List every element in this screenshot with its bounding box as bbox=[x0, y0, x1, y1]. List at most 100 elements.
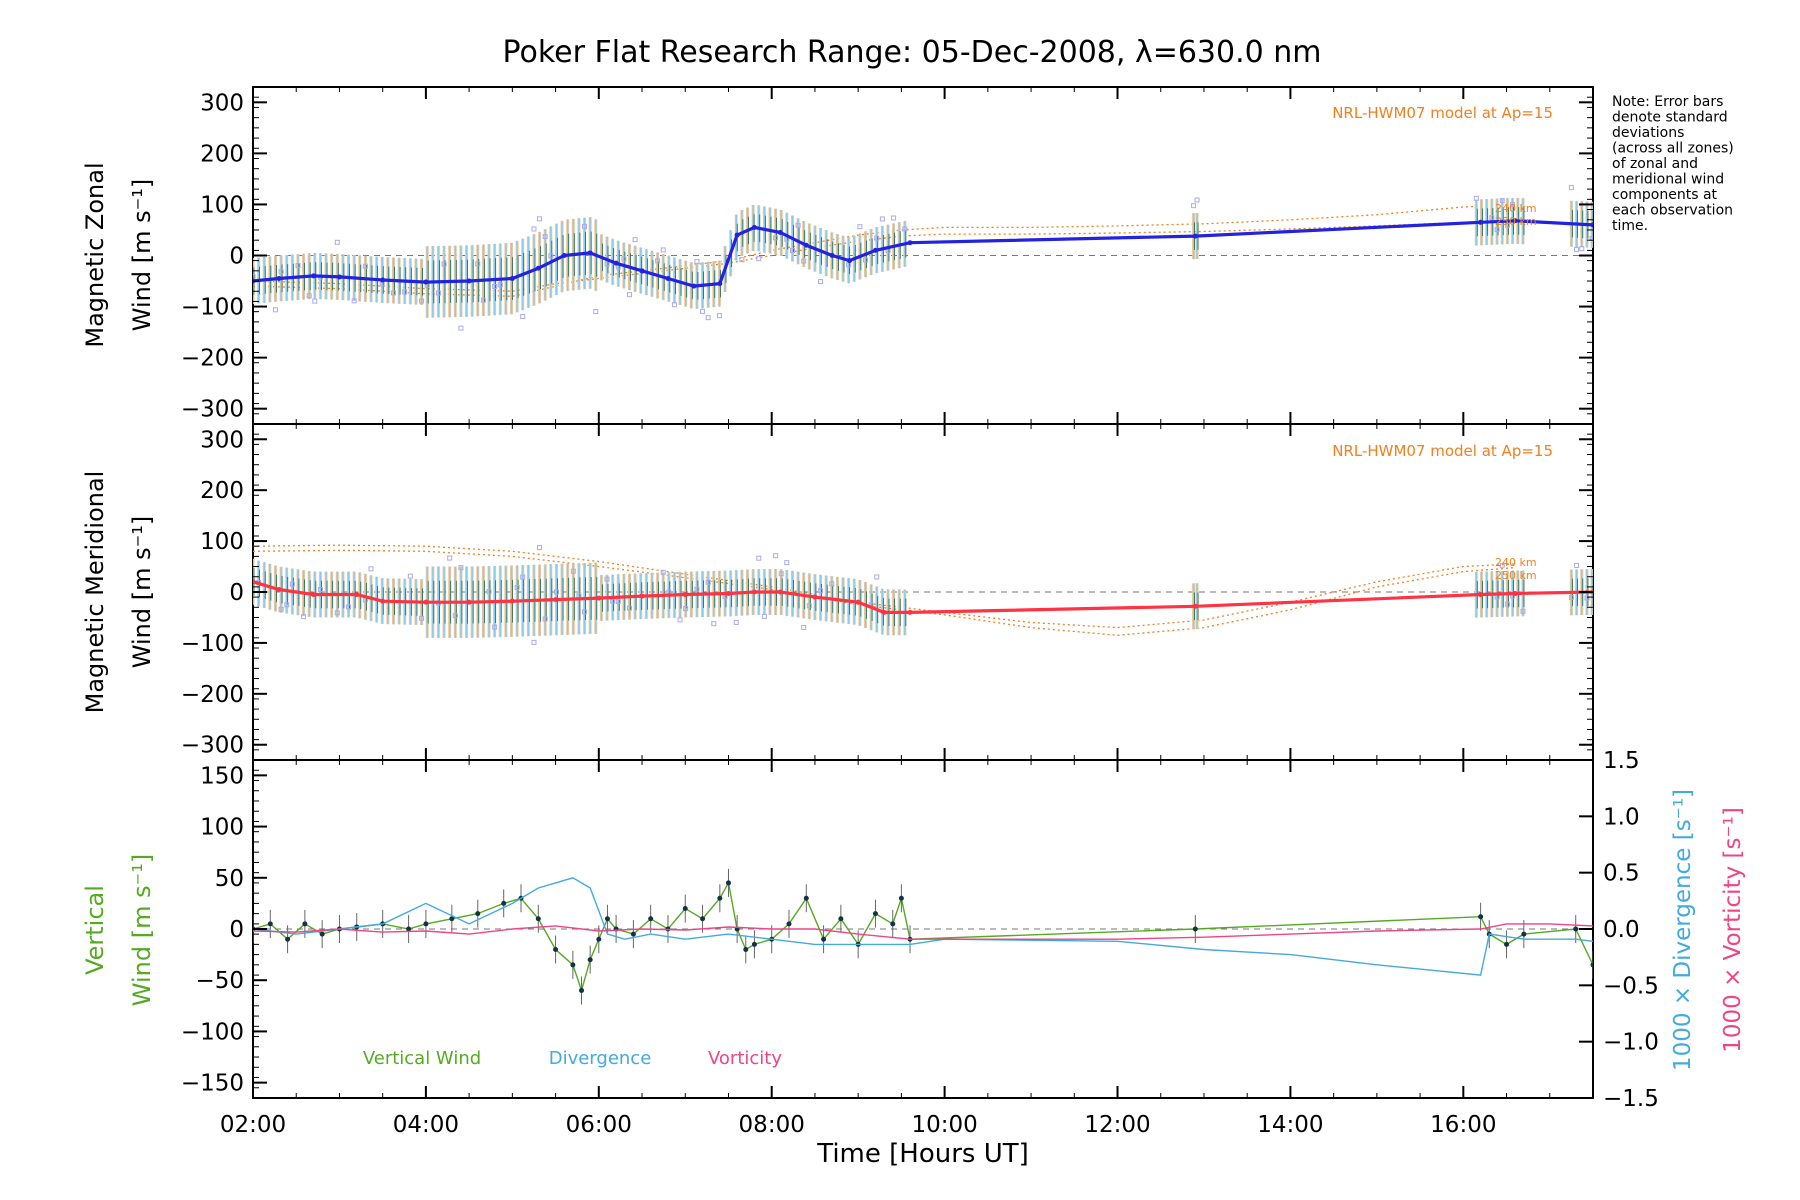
y-tick-label: 0 bbox=[229, 917, 244, 943]
model-alt-label: 240 km bbox=[1495, 556, 1537, 569]
zone-point bbox=[452, 613, 458, 619]
note-line: of zonal and bbox=[1612, 156, 1698, 172]
y-tick-label: −50 bbox=[195, 968, 244, 994]
zone-point bbox=[891, 215, 897, 221]
data-point bbox=[553, 597, 559, 603]
model-alt-label: 240 km bbox=[1495, 202, 1537, 215]
zone-point bbox=[829, 581, 835, 587]
model-curve bbox=[253, 203, 1516, 297]
zone-point bbox=[492, 284, 498, 290]
zone-point bbox=[531, 639, 537, 645]
y2-tick-label: 0.5 bbox=[1603, 861, 1640, 887]
zone-point bbox=[677, 617, 683, 623]
data-point bbox=[380, 598, 386, 604]
zone-point bbox=[604, 576, 610, 582]
y-tick-label: 300 bbox=[200, 90, 244, 116]
data-point bbox=[466, 599, 472, 605]
y-tick-label: −300 bbox=[181, 397, 244, 423]
vertical-wind-point bbox=[579, 987, 585, 993]
vertical-wind-point bbox=[890, 921, 896, 927]
zone-point bbox=[733, 619, 739, 625]
zone-point bbox=[582, 223, 588, 229]
zone-point bbox=[537, 545, 543, 551]
legend-vertical-wind: Vertical Wind bbox=[363, 1048, 481, 1069]
data-point bbox=[639, 593, 645, 599]
vertical-wind-point bbox=[570, 962, 576, 968]
zone-point bbox=[272, 307, 278, 313]
zone-point bbox=[1499, 198, 1505, 204]
zone-point bbox=[761, 613, 767, 619]
zone-point bbox=[346, 604, 352, 610]
y-tick-label: −150 bbox=[181, 1071, 244, 1097]
zone-point bbox=[553, 589, 559, 595]
data-point bbox=[1478, 592, 1484, 598]
zone-point bbox=[289, 581, 295, 587]
zone-point bbox=[801, 258, 807, 264]
y-tick-label: −200 bbox=[181, 682, 244, 708]
zone-point bbox=[683, 606, 689, 612]
y2-tick-label: 1.5 bbox=[1603, 748, 1640, 774]
zone-point bbox=[520, 574, 526, 580]
vertical-wind-line bbox=[253, 880, 1593, 993]
model-alt-label: 250 km bbox=[1495, 569, 1537, 582]
zone-point bbox=[716, 313, 722, 319]
zone-point bbox=[306, 293, 312, 299]
data-point bbox=[725, 591, 731, 597]
zone-point bbox=[879, 216, 885, 222]
zone-point bbox=[542, 234, 548, 240]
data-point bbox=[1478, 219, 1484, 225]
data-point bbox=[717, 281, 723, 287]
zone-point bbox=[818, 588, 824, 594]
divergence-line bbox=[253, 877, 1593, 976]
data-point bbox=[751, 589, 757, 595]
zone-point bbox=[419, 615, 425, 621]
zone-point bbox=[874, 574, 880, 580]
zone-point bbox=[801, 624, 807, 630]
vertical-ylabel-line1: Vertical bbox=[81, 885, 109, 975]
zone-point bbox=[480, 297, 486, 303]
zone-point bbox=[694, 259, 700, 265]
data-point bbox=[751, 224, 757, 230]
vorticity-line bbox=[253, 923, 1593, 940]
zone-point bbox=[660, 569, 666, 575]
data-point bbox=[1192, 603, 1198, 609]
data-point bbox=[1590, 222, 1593, 228]
zone-point bbox=[1489, 215, 1495, 221]
vertical-wind-point bbox=[838, 916, 844, 922]
zone-point bbox=[711, 621, 717, 627]
axis-layer: 02:00 04:00 06:00 08:00 10:00 12:00 14:00 16:00… bbox=[181, 86, 1659, 1138]
zone-point bbox=[863, 257, 869, 263]
data-point bbox=[466, 278, 472, 284]
x-axis-label: Time [Hours UT] bbox=[816, 1139, 1029, 1169]
zone-point bbox=[694, 586, 700, 592]
zone-point bbox=[447, 555, 453, 561]
zone-point bbox=[537, 216, 543, 222]
zone-point bbox=[334, 239, 340, 245]
data-point bbox=[380, 277, 386, 283]
data-point bbox=[1512, 591, 1518, 597]
zone-point bbox=[1504, 222, 1510, 228]
data-point bbox=[907, 609, 913, 615]
zone-point bbox=[1494, 227, 1500, 233]
vertical-wind-point bbox=[1192, 926, 1198, 932]
zone-point bbox=[773, 235, 779, 241]
zone-point bbox=[548, 253, 554, 259]
vertical-wind-point bbox=[285, 936, 291, 942]
zone-point bbox=[795, 222, 801, 228]
zone-point bbox=[1574, 246, 1580, 252]
data-point bbox=[336, 274, 342, 280]
data-point bbox=[1512, 218, 1518, 224]
vertical-wind-point bbox=[1478, 914, 1484, 920]
zone-point bbox=[458, 325, 464, 331]
x-tick-label: 04:00 bbox=[393, 1112, 459, 1138]
data-point bbox=[691, 283, 697, 289]
zone-point bbox=[435, 290, 441, 296]
vertical-wind-point bbox=[501, 900, 507, 906]
zone-point bbox=[475, 261, 481, 267]
y2-tick-label: −1.0 bbox=[1603, 1030, 1659, 1056]
zone-point bbox=[570, 568, 576, 574]
zone-point bbox=[655, 258, 661, 264]
zone-point bbox=[626, 605, 632, 611]
vertical-wind-point bbox=[1590, 962, 1593, 968]
